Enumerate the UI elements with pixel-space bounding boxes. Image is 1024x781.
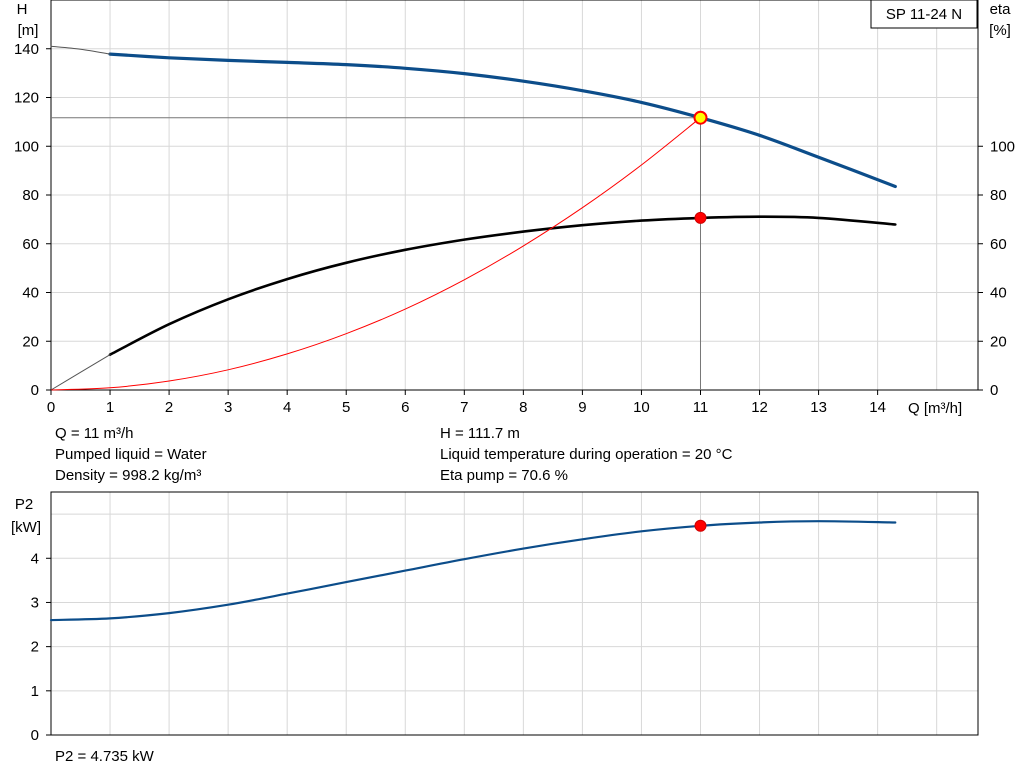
y-tick-label-left: 120: [14, 90, 39, 107]
info-p2: P2 = 4.735 kW: [55, 748, 154, 765]
x-tick-label: 3: [224, 399, 232, 416]
x-axis-title: Q [m³/h]: [908, 400, 962, 417]
p2-tick-label: 2: [31, 639, 39, 656]
info-temperature: Liquid temperature during operation = 20…: [440, 446, 733, 463]
y-axis-unit-right: [%]: [989, 22, 1011, 39]
y-tick-label-left: 80: [22, 187, 39, 204]
y-tick-label-left: 60: [22, 236, 39, 253]
y-tick-label-right: 80: [990, 187, 1007, 204]
bottom-chart-series: [49, 519, 897, 622]
y-axis-title-left: H: [17, 1, 28, 18]
x-tick-label: 1: [106, 399, 114, 416]
x-tick-label: 2: [165, 399, 173, 416]
eta-curve: [108, 215, 897, 356]
x-tick-label: 4: [283, 399, 291, 416]
y-tick-label-left: 100: [14, 138, 39, 155]
p2-tick-label: 0: [31, 727, 39, 744]
x-tick-label: 13: [810, 399, 827, 416]
x-tick-label: 12: [751, 399, 768, 416]
chart-title: SP 11-24 N: [886, 6, 962, 23]
info-head: H = 111.7 m: [440, 425, 520, 442]
info-density: Density = 998.2 kg/m³: [55, 467, 202, 484]
info-liquid: Pumped liquid = Water: [55, 446, 207, 463]
bottom-chart-grid: [50, 491, 979, 736]
head-extrapolated-curve: [50, 45, 111, 55]
duty-point-eta-marker: [694, 211, 707, 224]
x-tick-label: 9: [578, 399, 586, 416]
y-tick-label-left: 140: [14, 41, 39, 58]
duty-point-head-marker: [693, 110, 708, 125]
info-flow: Q = 11 m³/h: [55, 425, 134, 442]
y-tick-label-right: 0: [990, 382, 998, 399]
y-axis-unit-left: [m]: [18, 22, 39, 39]
x-tick-label: 5: [342, 399, 350, 416]
x-tick-label: 7: [460, 399, 468, 416]
x-tick-label: 14: [869, 399, 886, 416]
p2-tick-label: 1: [31, 683, 39, 700]
chart-title-box: [870, 0, 978, 29]
y-tick-label-right: 20: [990, 333, 1007, 350]
p2-tick-label: 3: [31, 594, 39, 611]
x-tick-label: 10: [633, 399, 650, 416]
y-tick-label-left: 20: [22, 333, 39, 350]
y-tick-label-left: 0: [31, 382, 39, 399]
y-tick-label-left: 40: [22, 285, 39, 302]
info-eta: Eta pump = 70.6 %: [440, 467, 568, 484]
y-tick-label-right: 40: [990, 285, 1007, 302]
x-tick-label: 8: [519, 399, 527, 416]
p2-axis-title: P2: [15, 496, 33, 513]
y-axis-title-right: eta: [990, 1, 1012, 18]
x-tick-label: 11: [693, 399, 709, 416]
p2-curve: [49, 520, 897, 622]
top-chart-series: [50, 45, 897, 391]
y-tick-label-right: 60: [990, 236, 1007, 253]
p2-axis-unit: [kW]: [11, 519, 41, 536]
bottom-plot-frame: [50, 491, 979, 736]
top-chart-grid: [50, 0, 979, 391]
x-tick-label: 0: [47, 399, 55, 416]
x-tick-label: 6: [401, 399, 409, 416]
head-curve: [108, 52, 897, 189]
system-curve-curve: [50, 117, 701, 391]
duty-point-p2-marker: [694, 519, 707, 532]
eta-extrapolated-curve: [50, 354, 111, 391]
axis-ticks: 0 1 2 3 4 5 6 7 8 9 10 11 12 13 1402040608010012014002…: [14, 41, 1015, 744]
p2-tick-label: 4: [31, 550, 39, 567]
y-tick-label-right: 100: [990, 138, 1015, 155]
